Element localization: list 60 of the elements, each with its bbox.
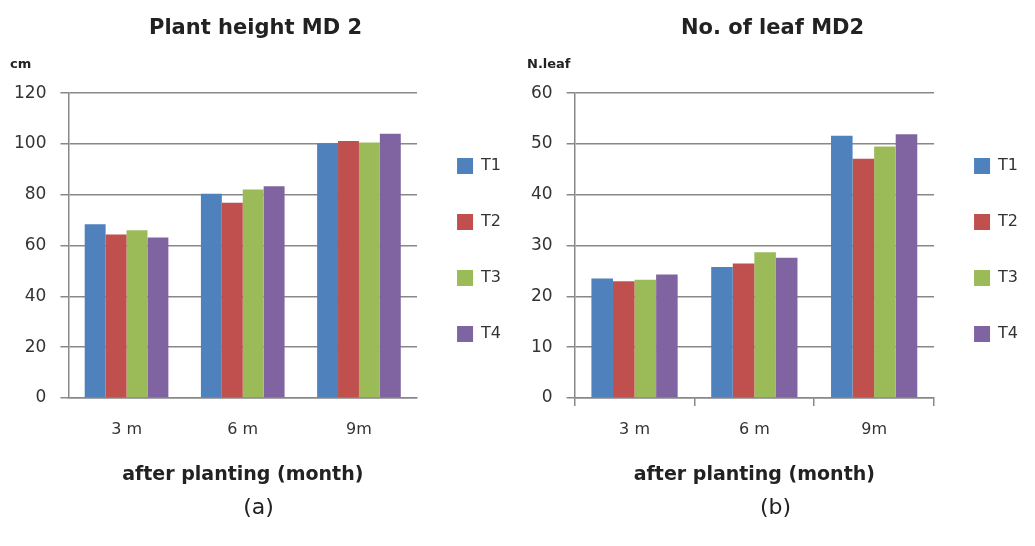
y-tick-label: 40	[530, 183, 553, 204]
bar	[221, 202, 243, 398]
legend-label: T3	[480, 267, 501, 287]
y-axis-title: cm	[10, 56, 32, 72]
bar	[338, 140, 359, 398]
bar	[874, 146, 896, 398]
bar	[612, 281, 635, 398]
legend-label: T2	[997, 211, 1018, 231]
bar	[634, 279, 657, 398]
bar	[358, 142, 380, 398]
bar	[242, 189, 264, 398]
y-tick-label: 10	[530, 335, 553, 356]
legend-label: T2	[480, 211, 501, 231]
y-tick-label: 120	[13, 81, 47, 102]
legend-label: T1	[480, 155, 501, 175]
bar	[852, 158, 875, 398]
bar	[711, 266, 733, 398]
bar	[754, 252, 776, 398]
y-tick-label: 40	[24, 284, 47, 305]
x-axis-title: after planting (month)	[122, 461, 364, 484]
y-tick-label: 60	[530, 81, 553, 102]
bar	[895, 134, 918, 398]
x-tick-label: 3 m	[619, 418, 650, 438]
legend-label: T3	[997, 267, 1018, 287]
y-tick-label: 20	[24, 335, 47, 356]
x-tick-label: 9m	[861, 418, 888, 438]
x-tick-label: 9m	[346, 418, 372, 438]
y-tick-label: 60	[24, 234, 47, 255]
bar	[147, 237, 169, 398]
text: (b)	[758, 494, 793, 519]
bar	[591, 278, 613, 398]
y-axis-title: N.leaf	[527, 56, 571, 72]
y-tick-label: 0	[541, 386, 553, 407]
bar	[263, 186, 285, 398]
x-tick-label: 6 m	[738, 418, 770, 438]
chart-title: Plant height MD 2	[148, 15, 363, 40]
bar	[105, 234, 127, 398]
y-tick-label: 80	[24, 183, 47, 204]
y-tick-label: 30	[530, 234, 553, 255]
bar	[775, 257, 798, 398]
bar	[84, 224, 106, 398]
text: (a)	[242, 494, 275, 519]
bar	[126, 230, 148, 398]
x-tick-label: 6 m	[227, 418, 259, 438]
legend-label: T4	[997, 323, 1018, 343]
bar	[317, 143, 339, 398]
x-axis-title: after planting (month)	[633, 461, 875, 484]
bar	[732, 263, 755, 398]
y-tick-label: 0	[35, 386, 47, 407]
chart-title: No. of leaf MD2	[680, 15, 865, 40]
bar	[379, 133, 401, 398]
x-tick-label: 3 m	[111, 418, 142, 438]
y-tick-label: 50	[530, 132, 553, 153]
legend-label: T4	[480, 323, 501, 343]
bar	[831, 135, 853, 398]
y-tick-label: 100	[13, 132, 47, 153]
bar	[200, 193, 222, 398]
bar	[656, 274, 678, 398]
y-tick-label: 20	[530, 284, 553, 305]
legend-label: T1	[997, 155, 1018, 175]
